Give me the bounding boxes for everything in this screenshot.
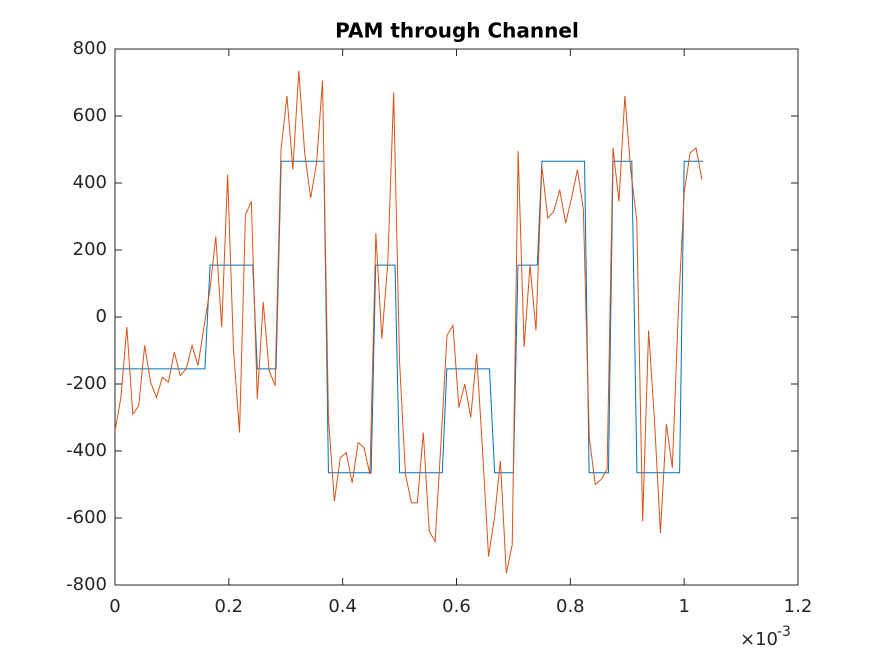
axes-box bbox=[114, 48, 799, 586]
y-tick-label: 200 bbox=[73, 239, 107, 260]
x-tick-label: 1.2 bbox=[784, 596, 813, 617]
chart-title: PAM through Channel bbox=[335, 19, 579, 43]
x-multiplier: ×10 bbox=[740, 629, 778, 650]
y-tick-label: -400 bbox=[66, 440, 107, 461]
x-tick-label: 0.8 bbox=[556, 596, 585, 617]
x-tick-label: 0.2 bbox=[215, 596, 244, 617]
y-tick-label: -600 bbox=[66, 507, 107, 528]
y-tick-label: 600 bbox=[73, 105, 107, 126]
y-tick-label: 400 bbox=[73, 172, 107, 193]
line-series bbox=[115, 160, 703, 474]
x-tick-label: 0.6 bbox=[442, 596, 471, 617]
x-tick-label: 0 bbox=[109, 596, 120, 617]
x-tick-label: 1 bbox=[678, 596, 689, 617]
x-tick-label: 0.4 bbox=[328, 596, 357, 617]
y-tick-label: -800 bbox=[66, 574, 107, 595]
y-tick-label: -200 bbox=[66, 373, 107, 394]
x-multiplier-exponent: -3 bbox=[777, 624, 791, 640]
line-series bbox=[114, 70, 703, 574]
y-tick-label: 800 bbox=[73, 38, 107, 59]
y-tick-label: 0 bbox=[96, 306, 107, 327]
